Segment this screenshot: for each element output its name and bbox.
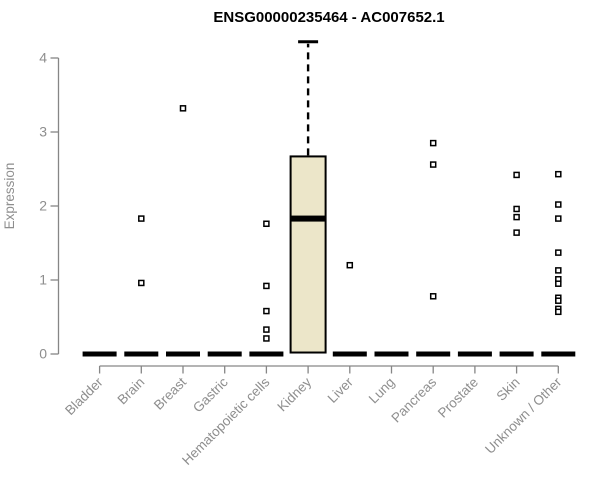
outlier-point xyxy=(513,213,520,221)
zero-bar xyxy=(332,351,367,357)
box-group xyxy=(416,139,451,357)
y-tick-label: 1 xyxy=(39,272,47,288)
box-group xyxy=(82,351,117,357)
box xyxy=(289,155,327,354)
zero-bar xyxy=(457,351,492,357)
x-tick-label: Unknown / Other xyxy=(482,374,565,457)
outlier-point xyxy=(513,205,520,213)
y-tick-label: 0 xyxy=(39,346,47,362)
outlier-point xyxy=(555,297,562,304)
zero-bar xyxy=(541,351,576,357)
outlier-point xyxy=(346,261,354,269)
box-group xyxy=(332,261,367,357)
x-tick-label: Prostate xyxy=(435,375,481,421)
zero-bar xyxy=(249,351,284,357)
y-axis-title: Expression xyxy=(2,163,17,230)
box-group xyxy=(374,351,409,357)
zero-bar xyxy=(166,351,200,357)
outlier-point xyxy=(555,249,562,256)
outlier-point xyxy=(555,215,562,222)
y-tick-label: 3 xyxy=(39,124,47,140)
zero-bar xyxy=(499,351,534,357)
outlier-point xyxy=(429,161,437,168)
y-tick-label: 4 xyxy=(39,50,47,66)
outlier-point xyxy=(555,170,562,178)
box-group xyxy=(289,40,327,354)
box-series xyxy=(82,40,576,357)
x-tick-label: Liver xyxy=(325,374,357,406)
x-tick-label: Brain xyxy=(115,375,148,408)
outlier-point xyxy=(555,308,562,316)
box-group xyxy=(124,215,159,357)
zero-bar xyxy=(207,351,242,357)
zero-bar xyxy=(124,351,159,357)
x-tick-label: Breast xyxy=(151,374,189,412)
chart-title: ENSG00000235464 - AC007652.1 xyxy=(213,9,444,26)
box-group xyxy=(457,351,492,357)
outlier-point xyxy=(263,220,270,228)
outlier-point xyxy=(513,229,520,236)
outlier-point xyxy=(555,201,562,208)
outlier-point xyxy=(263,282,270,290)
x-tick-label: Skin xyxy=(494,375,523,404)
outlier-point xyxy=(429,139,437,147)
box-group xyxy=(207,351,242,357)
x-tick-label: Bladder xyxy=(62,374,106,418)
outlier-point xyxy=(263,335,270,342)
box-group xyxy=(249,220,284,357)
outlier-point xyxy=(429,293,437,300)
x-tick-label: Pancreas xyxy=(388,374,439,425)
outlier-point xyxy=(263,326,270,333)
outlier-point xyxy=(555,267,562,274)
median-line xyxy=(290,215,326,222)
outlier-point xyxy=(263,307,270,315)
zero-bar xyxy=(416,351,451,357)
outlier-point xyxy=(138,279,145,287)
zero-bar xyxy=(82,351,117,357)
outlier-point xyxy=(555,280,562,287)
box-group xyxy=(541,170,576,357)
outlier-point xyxy=(513,171,520,179)
x-tick-label: Gastric xyxy=(190,374,231,415)
y-tick-label: 2 xyxy=(39,198,47,214)
outlier-point xyxy=(179,105,187,112)
x-tick-label: Kidney xyxy=(274,374,314,414)
zero-bar xyxy=(374,351,409,357)
x-tick-label: Lung xyxy=(366,375,398,407)
box-group xyxy=(166,105,200,357)
box-group xyxy=(499,171,534,357)
outlier-point xyxy=(138,215,145,222)
